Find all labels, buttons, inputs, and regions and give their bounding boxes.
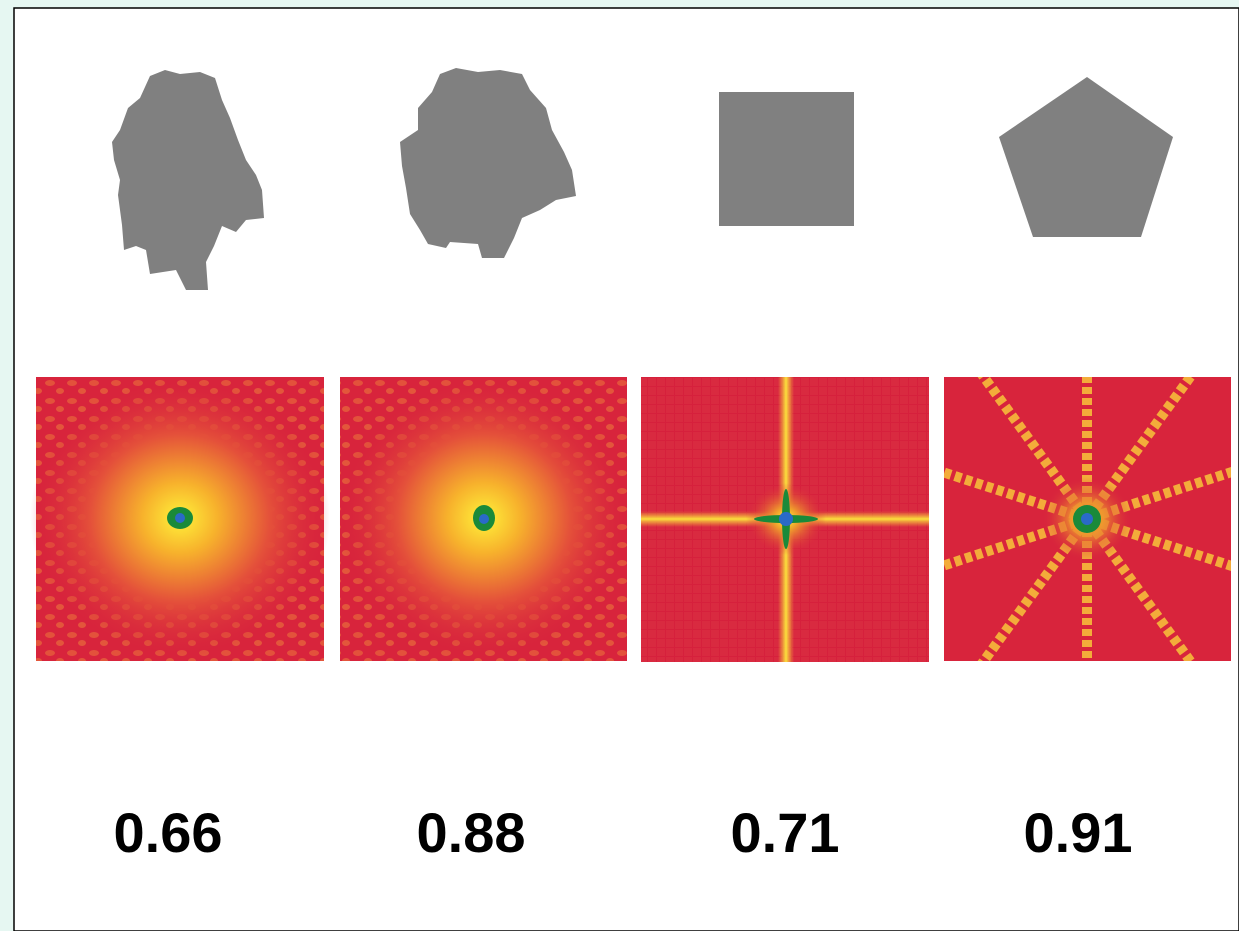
score: 0.71	[731, 801, 840, 864]
score: 0.88	[417, 801, 526, 864]
spectrum	[339, 377, 629, 661]
score: 0.66	[114, 801, 223, 864]
spectrum	[641, 377, 929, 662]
page: 0.66 0.88 0.71 0.91 (() => { const data …	[0, 0, 1239, 931]
figure: 0.66 0.88 0.71 0.91	[0, 0, 1239, 931]
score: 0.91	[1024, 801, 1133, 864]
shape-square	[719, 92, 854, 226]
spectrum	[30, 377, 330, 661]
